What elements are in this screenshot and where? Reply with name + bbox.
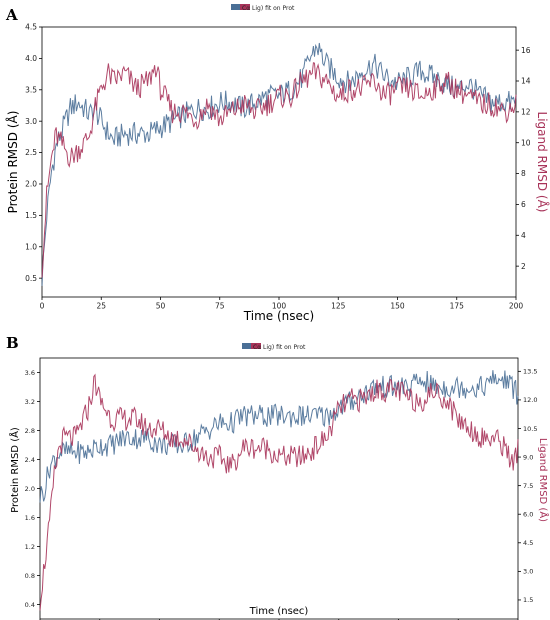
ligand-rmsd-line <box>41 62 517 278</box>
y2-tick-label: 8 <box>521 169 526 178</box>
y2-tick-label: 4 <box>521 231 526 240</box>
panel-a: A Cα Lig) fit on Prot 0 25 50 75 100 125 150 17… <box>5 4 550 323</box>
y-tick-label: 4.5 <box>25 23 37 32</box>
y2-tick-label: 6.0 <box>523 510 533 518</box>
y-tick-label: 2.4 <box>25 456 35 464</box>
panel-a-plot-area <box>41 26 517 298</box>
legend-protein-swatch <box>242 343 252 349</box>
panel-b-y-ticks: 0.4 0.8 1.2 1.6 2.0 2.4 2.8 3.2 3.6 <box>25 369 40 609</box>
panel-b-y2-label: Ligand RMSD (Å) <box>537 438 550 522</box>
x-tick-label: 75 <box>215 302 225 311</box>
x-tick-label: 100 <box>272 302 287 311</box>
y2-tick-label: 7.5 <box>523 482 533 490</box>
legend-protein-label: Cα <box>242 5 250 12</box>
y2-tick-label: 10 <box>521 138 531 147</box>
panel-b-label: B <box>6 334 19 352</box>
panel-a-label: A <box>5 6 18 24</box>
y2-tick-label: 12 <box>521 107 531 116</box>
x-tick-label: 50 <box>156 302 166 311</box>
y-tick-label: 1.2 <box>25 543 35 551</box>
x-tick-label: 175 <box>450 302 465 311</box>
y-tick-label: 3.0 <box>25 117 37 126</box>
panel-a-y2-ticks: 2 4 6 8 10 12 14 16 <box>516 46 531 271</box>
x-tick-label: 25 <box>96 302 106 311</box>
panel-a-series <box>41 42 517 286</box>
legend-ligand-label: Lig) fit on Prot <box>252 5 295 12</box>
y2-tick-label: 16 <box>521 46 531 55</box>
y-tick-label: 1.6 <box>25 514 35 522</box>
legend-ligand-swatch <box>240 4 250 10</box>
panel-a-y2-label: Ligand RMSD (Å) <box>535 112 550 213</box>
y-tick-label: 0.8 <box>25 572 35 580</box>
legend-ligand-swatch <box>251 343 261 349</box>
y-tick-label: 2.0 <box>25 485 35 493</box>
y-tick-label: 1.0 <box>25 242 37 251</box>
panel-b-y2-ticks: 1.5 3.0 4.5 6.0 7.5 9.0 10.5 12.0 13.5 <box>518 368 537 604</box>
y-tick-label: 3.5 <box>25 85 37 94</box>
y2-tick-label: 2 <box>521 262 526 271</box>
x-tick-label: 200 <box>509 302 524 311</box>
legend-protein-swatch <box>231 4 241 10</box>
panel-b-x-label: Time (nsec) <box>249 606 309 617</box>
y2-tick-label: 9.0 <box>523 453 533 461</box>
y-tick-label: 0.5 <box>25 274 37 283</box>
panel-a-legend: Cα Lig) fit on Prot <box>231 4 295 12</box>
y-tick-label: 2.5 <box>25 148 37 157</box>
y-tick-label: 2.8 <box>25 427 35 435</box>
y2-tick-label: 6 <box>521 200 526 209</box>
y-tick-label: 3.6 <box>25 369 35 377</box>
panel-a-y-label: Protein RMSD (Å) <box>5 111 20 214</box>
y2-tick-label: 12.0 <box>523 396 537 404</box>
y2-tick-label: 14 <box>521 77 531 86</box>
y-tick-label: 1.5 <box>25 211 37 220</box>
panel-b-series <box>39 370 519 611</box>
panel-a-y-ticks: 0.5 1.0 1.5 2.0 2.5 3.0 3.5 4.0 4.5 <box>25 23 42 283</box>
panel-b-y-label: Protein RMSD (Å) <box>8 427 21 513</box>
legend-ligand-label: Lig) fit on Prot <box>263 344 306 351</box>
y-tick-label: 4.0 <box>25 54 37 63</box>
y2-tick-label: 13.5 <box>523 368 537 376</box>
panel-b-plot-area <box>39 357 519 620</box>
x-tick-label: 125 <box>331 302 346 311</box>
y-tick-label: 3.2 <box>25 398 35 406</box>
x-tick-label: 0 <box>40 302 45 311</box>
y2-tick-label: 3.0 <box>523 568 533 576</box>
panel-b: B Cα Lig) fit on Prot 025507510012515017… <box>6 334 550 620</box>
y2-tick-label: 1.5 <box>523 596 533 604</box>
panel-b-legend: Cα Lig) fit on Prot <box>242 343 306 351</box>
y-tick-label: 0.4 <box>25 601 35 609</box>
x-tick-label: 150 <box>390 302 405 311</box>
y2-tick-label: 4.5 <box>523 539 533 547</box>
y2-tick-label: 10.5 <box>523 425 537 433</box>
protein-rmsd-line <box>41 42 517 286</box>
y-tick-label: 2.0 <box>25 180 37 189</box>
panel-a-x-label: Time (nsec) <box>243 309 314 323</box>
panel-a-x-ticks: 0 25 50 75 100 125 150 175 200 <box>40 297 524 311</box>
protein-rmsd-line <box>39 370 519 503</box>
ligand-rmsd-line <box>39 373 519 611</box>
legend-protein-label: Cα <box>253 344 261 351</box>
